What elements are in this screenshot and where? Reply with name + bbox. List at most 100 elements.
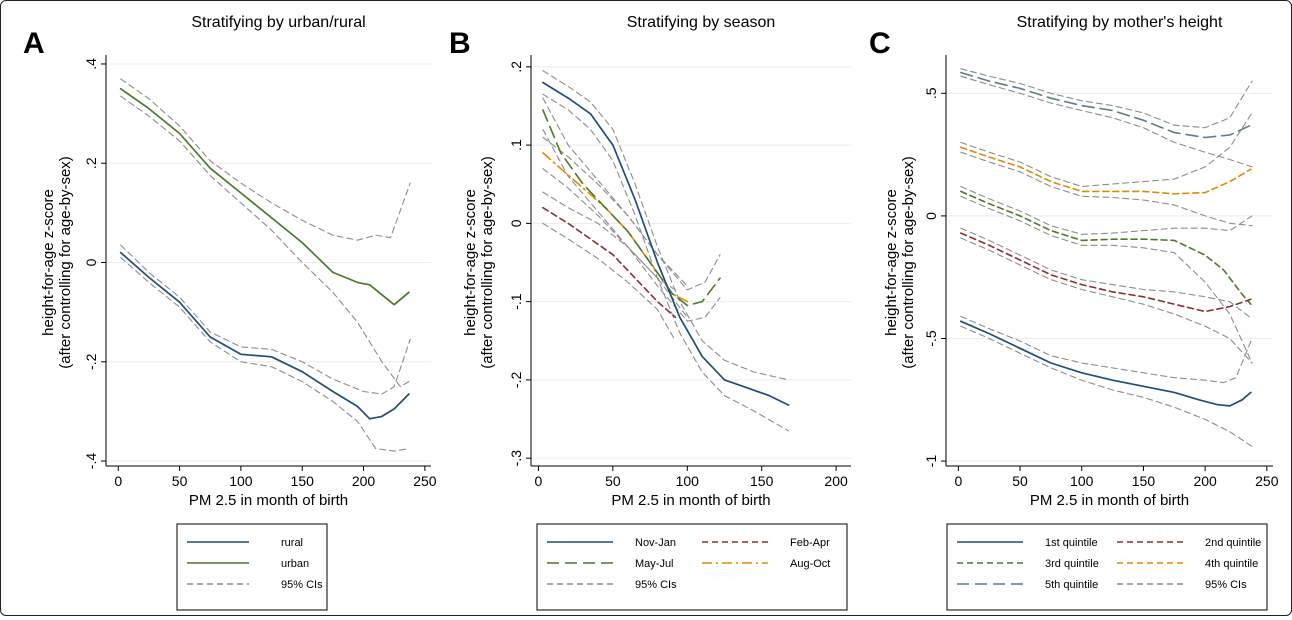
panel-letter: C [869,27,891,60]
series-line-urban [119,87,410,306]
ci-line [542,70,790,381]
panel-c: -1 -.5 0 .5 0 50 100 150 200 250 PM 2.5 in month o… [869,14,1279,611]
x-tick-label: 100 [676,473,700,489]
ci-line [542,191,676,291]
y-tick-label: 0 [508,219,524,227]
ci-line [960,237,1253,364]
series-line-4th-quintile [960,146,1252,195]
ci-line [120,256,410,452]
legend-label: 95% CIs [1205,579,1247,591]
legend-label: May-Jul [635,558,674,570]
ci-line [960,112,1253,188]
x-tick-label: 100 [1070,473,1094,489]
series-line-1st-quintile [959,320,1252,407]
y-tick-label: .4 [83,58,99,70]
panel-letter: B [449,27,471,60]
y-axis-label: height-for-age z-score [462,189,479,336]
panel-b: -.3 -.2 -.1 0 .1 .2 0 50 100 150 200 PM 2.5 in mont… [449,14,851,611]
series-line-nov-jan [542,81,790,406]
series-line-may-jul [542,109,721,307]
legend-label: 2nd quintile [1205,537,1261,549]
legend: Nov-Jan Feb-Apr May-Jul Aug-Oct 95% CIs [536,523,848,611]
legend-label: 5th quintile [1045,579,1098,591]
panel-title: Stratifying by season [627,14,776,31]
ci-line [542,93,790,432]
y-tick-label: .2 [508,61,524,73]
y-tick-label: .1 [508,139,524,151]
y-tick-label: -.2 [508,372,524,389]
legend-label: Nov-Jan [635,537,676,549]
legend-label: 1st quintile [1045,537,1098,549]
y-axis-label: height-for-age z-score [883,189,900,336]
x-axis-label: PM 2.5 in month of birth [189,492,348,509]
x-tick-label: 200 [1193,473,1217,489]
legend-box [946,523,1268,611]
x-axis-label: PM 2.5 in month of birth [611,492,770,509]
ci-line [542,97,721,291]
ci-line [960,68,1253,129]
x-axis-label: PM 2.5 in month of birth [1030,492,1189,509]
series-line-5th-quintile [960,71,1252,139]
y-tick-label: -.1 [508,293,524,310]
panel-a: -.4 -.2 0 .2 .4 0 50 100 150 200 250 PM 2.5 in mont… [23,14,437,611]
legend-label: 95% CIs [281,579,323,591]
ci-line [120,95,410,388]
legend-label: 3rd quintile [1045,558,1099,570]
x-tick-label: 250 [1255,473,1279,489]
y-axis-label: (after controlling for age-by-sex) [900,156,917,369]
ci-line [120,78,411,241]
x-tick-label: 100 [229,473,253,489]
y-tick-label: -1 [923,455,939,468]
series-line-aug-oct [542,152,689,303]
x-tick-label: 150 [291,473,315,489]
ci-line [960,195,1253,364]
y-tick-label: -.5 [923,330,939,347]
y-tick-label: 0 [83,258,99,266]
legend: rural urban 95% CIs [176,523,328,611]
legend-label: 95% CIs [635,579,677,591]
x-tick-label: 150 [750,473,774,489]
ci-line [960,151,1253,227]
y-tick-label: .5 [923,87,939,99]
y-tick-label: -.3 [508,450,524,467]
ci-line [960,325,1253,447]
x-tick-label: 250 [413,473,437,489]
y-axis-label: (after controlling for age-by-sex) [479,156,496,369]
y-tick-label: -.2 [83,353,99,370]
ci-line [960,75,1253,168]
series-line-feb-apr [542,206,677,319]
x-tick-label: 50 [1012,473,1028,489]
legend-label: Aug-Oct [790,558,830,570]
x-tick-label: 50 [172,473,188,489]
series-line-3rd-quintile [960,190,1252,305]
legend-label: 4th quintile [1205,558,1258,570]
series-line-rural [119,251,410,420]
y-tick-label: -.4 [83,453,99,470]
ci-line [542,136,688,287]
x-tick-label: 0 [114,473,122,489]
legend-label: Feb-Apr [790,537,830,549]
ci-line [960,227,1253,320]
y-tick-label: 0 [923,212,939,220]
y-axis-label: height-for-age z-score [40,189,57,336]
x-tick-label: 200 [352,473,376,489]
ci-line [542,168,688,318]
ci-line [542,222,676,342]
legend-box [176,523,328,611]
panel-title: Stratifying by mother's height [1017,14,1223,31]
legend-label: urban [281,558,309,570]
x-tick-label: 0 [954,473,962,489]
panel-letter: A [23,27,45,60]
legend-box [536,523,848,611]
ci-line [960,315,1253,384]
panel-title: Stratifying by urban/rural [191,14,365,31]
ci-line [960,185,1253,235]
y-tick-label: .2 [83,157,99,169]
x-tick-label: 0 [535,473,543,489]
x-tick-label: 150 [1132,473,1156,489]
ci-line [120,244,411,395]
x-tick-label: 200 [824,473,848,489]
legend: 1st quintile 2nd quintile 3rd quintile 4th … [946,523,1268,611]
